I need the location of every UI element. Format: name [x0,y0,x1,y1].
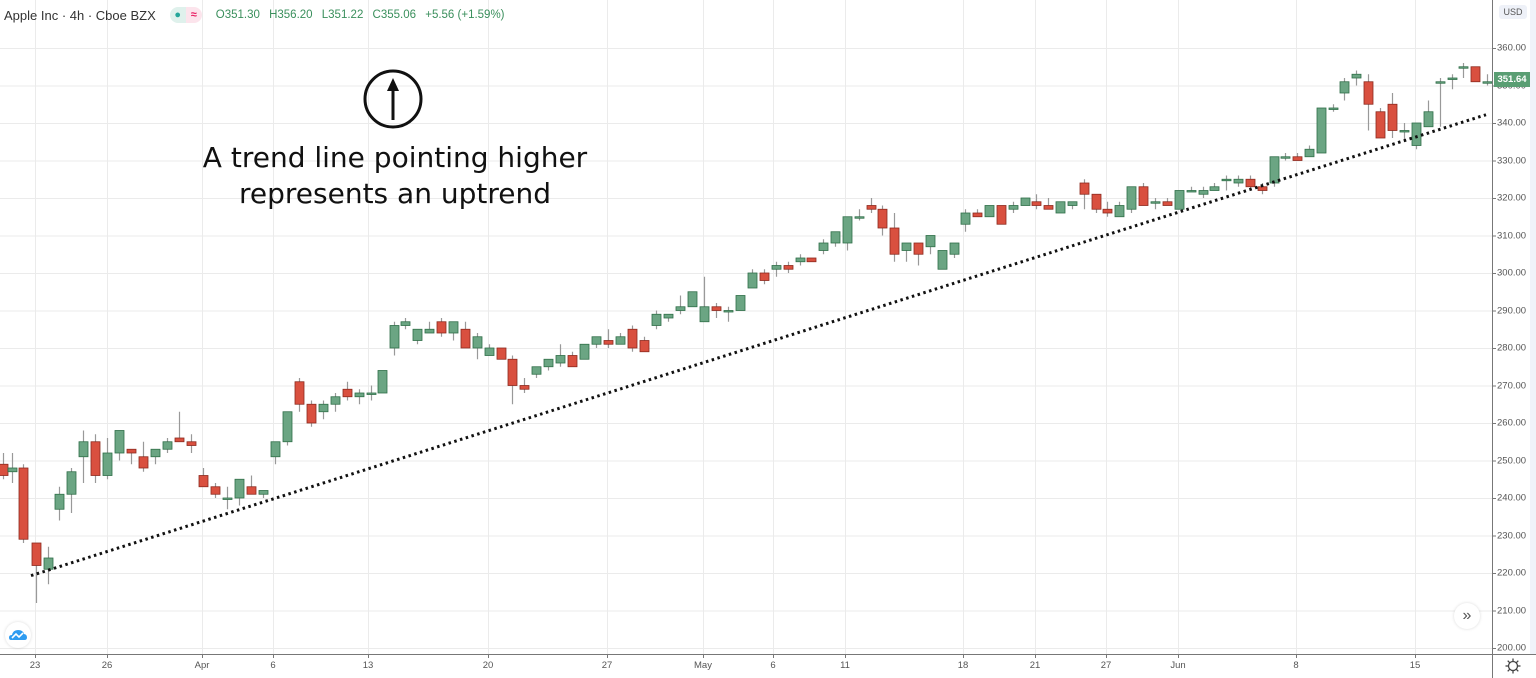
annotation-line-2: represents an uptrend [239,177,551,210]
time-tick-label: 27 [1100,660,1112,671]
price-tick-label: 360.00 [1497,42,1527,54]
time-tick-label: 13 [362,660,374,671]
scroll-to-realtime-button[interactable]: » [1454,603,1480,629]
price-tick-label: 250.00 [1497,455,1527,466]
time-tick-label: 6 [770,660,776,671]
tradingview-cloud-icon [9,630,27,640]
time-tick-label: 15 [1409,660,1421,671]
time-tick-label: 27 [601,660,613,671]
time-tick-label: Apr [194,660,210,671]
candlestick-series [0,63,1493,603]
price-tick-label: 280.00 [1497,342,1527,354]
high-value: H356.20 [269,9,313,21]
price-axis-scroll-area[interactable] [1530,0,1536,654]
currency-label[interactable]: USD [1499,5,1527,19]
price-tick-label: 240.00 [1497,492,1527,504]
ohlc-values: O351.30 H356.20 L351.22 C355.06 +5.56 (+… [216,9,511,21]
trend-line[interactable] [30,113,1487,578]
price-tick-label: 340.00 [1497,117,1527,129]
last-price-label: 351.64 [1494,72,1530,87]
price-tick-label: 300.00 [1497,267,1527,279]
close-value: C355.06 [372,9,417,21]
status-pill[interactable]: ● ≈ [169,7,202,23]
price-tick-label: 210.00 [1497,605,1527,616]
symbol-legend: Apple Inc · 4h · Cboe BZX ● ≈ O351.30 H3… [4,6,511,24]
chart-grid [0,0,1492,654]
time-tick-label: 6 [270,660,276,671]
open-value: O351.30 [215,9,260,21]
time-tick-label: 21 [1029,660,1041,671]
symbol-title[interactable]: Apple Inc · 4h · Cboe BZX [4,7,156,23]
time-tick-label: 11 [840,660,850,671]
price-tick-label: 220.00 [1497,567,1527,579]
time-tick-label: 8 [1293,660,1299,671]
time-axis-ticks [35,654,1416,658]
price-tick-label: 260.00 [1497,417,1527,429]
price-tick-label: 320.00 [1497,192,1527,204]
wave-icon: ≈ [185,7,202,23]
price-tick-label: 230.00 [1497,530,1527,541]
tradingview-logo-button[interactable] [5,622,31,648]
annotation-text: A trend line pointing higher represents … [150,140,640,212]
gear-icon[interactable] [1505,658,1521,674]
price-tick-label: 290.00 [1497,305,1527,316]
time-tick-label: 20 [482,660,494,671]
time-tick-label: May [694,660,712,671]
double-chevron-right-icon: » [1462,607,1472,624]
time-tick-label: 26 [101,660,113,671]
change-value: +5.56 (+1.59%) [425,9,505,21]
price-tick-label: 310.00 [1497,230,1527,241]
time-tick-label: Jun [1170,660,1186,671]
time-tick-label: 23 [29,660,41,671]
price-tick-label: 270.00 [1497,380,1527,391]
price-tick-label: 330.00 [1497,155,1527,166]
arrow-up-circle-icon [363,69,423,129]
low-value: L351.22 [321,9,364,21]
market-status-icon: ● [169,7,186,23]
time-tick-label: 18 [957,660,969,671]
price-tick-label: 200.00 [1497,642,1527,654]
annotation-line-1: A trend line pointing higher [202,141,588,174]
